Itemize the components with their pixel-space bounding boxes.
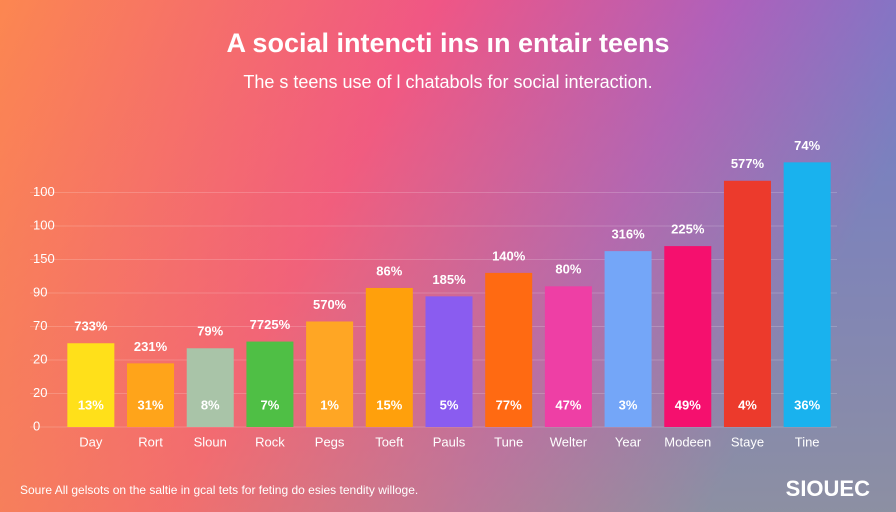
y-tick-label: 20 — [33, 385, 47, 400]
x-tick-label: Rock — [255, 434, 285, 449]
bar — [723, 180, 771, 427]
bar — [67, 343, 115, 427]
bottom-label: 5% — [440, 397, 459, 412]
bar — [425, 296, 473, 427]
bottom-label: 8% — [201, 397, 220, 412]
bar — [365, 287, 413, 427]
bar — [664, 246, 712, 427]
bottom-label: 4% — [738, 397, 757, 412]
top-label: 74% — [794, 138, 820, 153]
chart-title: A social intencti ins ın entair teens — [226, 28, 669, 58]
y-tick-label: 20 — [33, 351, 47, 366]
bottom-label: 3% — [619, 397, 638, 412]
top-label: 733% — [74, 319, 108, 334]
bar — [485, 272, 533, 427]
x-tick-label: Pauls — [433, 434, 466, 449]
x-tick-label: Rort — [138, 434, 163, 449]
bar — [127, 363, 175, 427]
x-tick-label: Tune — [494, 434, 523, 449]
bottom-label: 77% — [496, 397, 522, 412]
top-label: 577% — [731, 156, 765, 171]
top-label: 140% — [492, 248, 526, 263]
brand-logo: SIOUEC — [786, 476, 870, 501]
y-tick-label: 0 — [33, 418, 40, 433]
x-tick-label: Sloun — [194, 434, 227, 449]
top-label: 316% — [611, 227, 645, 242]
top-label: 225% — [671, 222, 705, 237]
bar — [246, 341, 294, 427]
bottom-label: 31% — [138, 397, 164, 412]
top-label: 185% — [432, 272, 466, 287]
top-label: 231% — [134, 339, 168, 354]
source-note: Soure All gelsots on the saltie in gcal … — [20, 483, 418, 497]
top-label: 86% — [376, 263, 402, 278]
x-tick-label: Staye — [731, 434, 764, 449]
y-tick-label: 90 — [33, 284, 47, 299]
bottom-label: 1% — [320, 397, 339, 412]
y-tick-label: 70 — [33, 318, 47, 333]
y-tick-label: 150 — [33, 251, 55, 266]
x-tick-label: Day — [79, 434, 103, 449]
y-tick-label: 100 — [33, 217, 55, 232]
x-tick-label: Year — [615, 434, 642, 449]
top-label: 80% — [555, 262, 581, 277]
bottom-label: 49% — [675, 397, 701, 412]
bar — [604, 251, 652, 427]
bar — [306, 321, 354, 427]
x-tick-label: Modeen — [664, 434, 711, 449]
bottom-label: 13% — [78, 397, 104, 412]
top-label: 79% — [197, 324, 223, 339]
x-tick-label: Toeft — [375, 434, 404, 449]
x-tick-label: Tine — [795, 434, 820, 449]
x-tick-label: Pegs — [315, 434, 345, 449]
top-label: 570% — [313, 297, 347, 312]
chart-subtitle: The s teens use of l chatabols for socia… — [243, 72, 652, 92]
top-label: 7725% — [250, 317, 291, 332]
bottom-label: 7% — [261, 397, 280, 412]
bar — [783, 162, 831, 427]
bottom-label: 15% — [376, 397, 402, 412]
bar — [544, 286, 592, 427]
bar — [186, 348, 234, 427]
bottom-label: 47% — [555, 397, 581, 412]
x-tick-label: Welter — [550, 434, 588, 449]
bottom-label: 36% — [794, 397, 820, 412]
y-tick-label: 100 — [33, 184, 55, 199]
